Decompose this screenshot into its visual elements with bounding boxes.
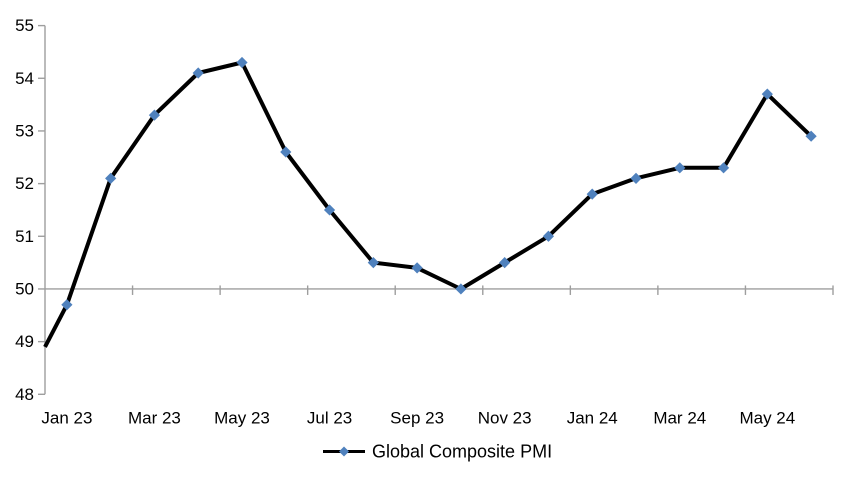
y-tick-label: 54 [15, 69, 34, 88]
y-axis: 48 49 50 51 52 53 54 55 [15, 16, 46, 404]
x-axis: Jan 23 Mar 23 May 23 Jul 23 Sep 23 Nov 23 Jan … [41, 285, 834, 428]
x-tick-label: Nov 23 [478, 409, 532, 428]
x-tick-label: Mar 23 [128, 409, 181, 428]
x-tick-label: Jul 23 [307, 409, 352, 428]
data-point-marker [148, 109, 161, 121]
data-point-marker [717, 162, 730, 174]
data-point-marker [280, 146, 292, 158]
data-point-marker [761, 88, 773, 100]
x-tick-label: May 23 [214, 409, 270, 428]
data-point-marker [542, 230, 555, 242]
y-tick-label: 52 [15, 174, 34, 193]
data-point-marker [236, 56, 248, 69]
data-point-marker [805, 130, 817, 142]
y-tick-label: 53 [15, 121, 34, 140]
y-tick-label: 51 [15, 227, 34, 246]
data-point-marker [192, 67, 204, 79]
data-point-marker [455, 283, 467, 295]
series-markers [61, 56, 817, 311]
x-tick-label: Jan 23 [41, 409, 92, 428]
y-tick-label: 55 [15, 16, 34, 35]
data-point-marker [674, 162, 686, 174]
y-tick-label: 50 [15, 279, 34, 298]
legend-diamond-icon [339, 446, 349, 457]
data-point-marker [499, 257, 511, 269]
data-point-marker [105, 172, 117, 184]
x-tick-label: May 24 [739, 409, 795, 428]
pmi-trend-line [43, 60, 813, 348]
x-tick-label: Mar 24 [653, 409, 706, 428]
data-point-marker [323, 204, 336, 216]
data-point-marker [61, 299, 73, 311]
legend: Global Composite PMI [323, 442, 552, 462]
data-point-marker [630, 172, 642, 184]
data-point-marker [367, 257, 379, 269]
series-line [43, 60, 813, 348]
y-tick-label: 48 [15, 385, 34, 404]
data-point-marker [586, 188, 598, 200]
y-tick-label: 49 [15, 332, 34, 351]
x-tick-label: Jan 24 [567, 409, 618, 428]
data-point-marker [411, 262, 423, 274]
legend-label: Global Composite PMI [372, 442, 552, 462]
x-tick-label: Sep 23 [390, 409, 444, 428]
